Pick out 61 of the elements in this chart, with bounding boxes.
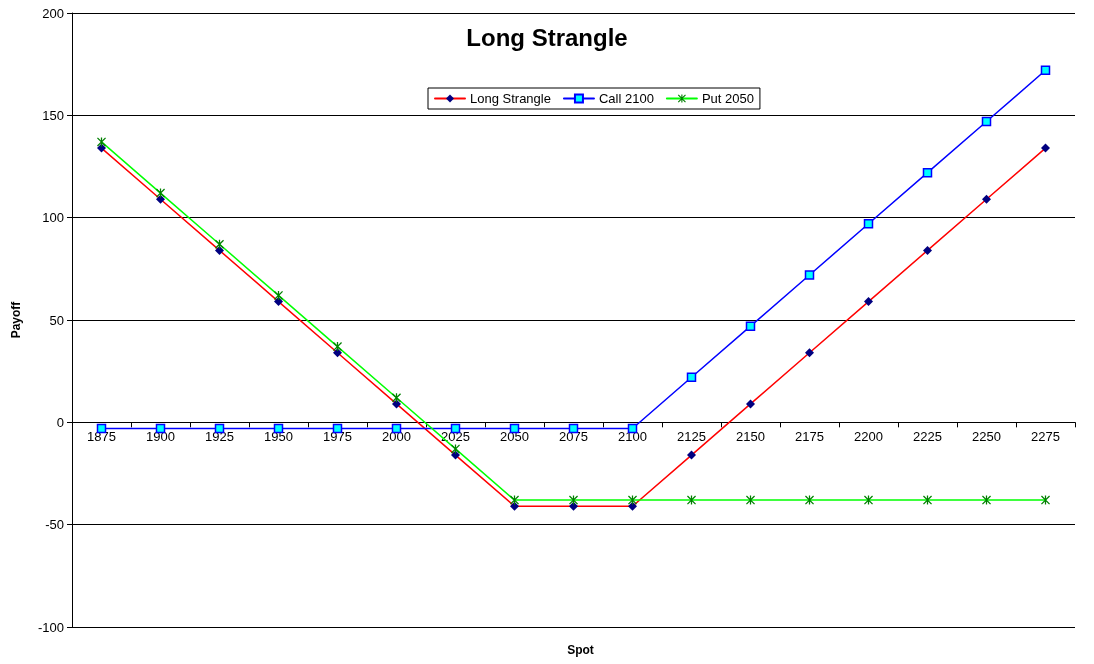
point (863, 219, 874, 229)
y-tick-label: 0 (56, 414, 64, 430)
point (156, 194, 165, 204)
point (982, 495, 991, 505)
point (215, 239, 224, 249)
point (628, 495, 637, 505)
point (981, 116, 992, 127)
point (1040, 65, 1051, 76)
legend-label: Long Strangle (470, 91, 551, 106)
point (333, 348, 342, 358)
y-tick-label: 100 (42, 210, 64, 226)
x-tick-label: 2175 (795, 429, 824, 445)
point (569, 501, 578, 511)
x-tick-label: 2250 (972, 429, 1001, 445)
x-tick-label: 2275 (1031, 429, 1060, 445)
point (687, 450, 696, 460)
point (1041, 495, 1050, 505)
y-axis-title: Payoff (9, 300, 23, 339)
point (687, 495, 696, 505)
point (686, 372, 697, 383)
point (451, 444, 460, 454)
point (864, 495, 873, 505)
point (97, 137, 106, 147)
point (805, 348, 814, 358)
chart-title: Long Strangle (466, 23, 628, 51)
point (804, 270, 815, 280)
y-tick-label: 50 (49, 312, 64, 328)
legend-label: Call 2100 (598, 91, 654, 106)
point (864, 297, 873, 307)
point (746, 399, 755, 409)
point (805, 495, 814, 505)
x-tick-label: 1925 (205, 429, 234, 445)
y-tick-label: -100 (37, 619, 64, 635)
x-tick-label: 2150 (736, 429, 765, 445)
point (923, 245, 932, 255)
y-tick-label: 200 (42, 5, 64, 21)
y-tick-label: -50 (45, 517, 64, 533)
point (1041, 143, 1050, 153)
point (97, 143, 106, 153)
x-tick-label: 1900 (146, 429, 175, 445)
point (215, 245, 224, 255)
point (922, 167, 933, 178)
x-tick-label: 2125 (677, 429, 706, 445)
point (628, 501, 637, 511)
point (510, 495, 519, 505)
point (392, 393, 401, 403)
legend-label: Put 2050 (701, 91, 754, 106)
point (510, 501, 519, 511)
point (274, 297, 283, 307)
point (745, 321, 756, 331)
x-tick-label: 2200 (854, 429, 883, 445)
point (923, 495, 932, 505)
x-axis-title: Spot (567, 643, 594, 657)
point (569, 495, 578, 505)
point (746, 495, 755, 505)
point (982, 194, 991, 204)
y-tick-label: 150 (42, 107, 64, 123)
point (451, 450, 460, 460)
point (392, 399, 401, 409)
point (156, 188, 165, 198)
x-tick-label: 2225 (913, 429, 942, 445)
